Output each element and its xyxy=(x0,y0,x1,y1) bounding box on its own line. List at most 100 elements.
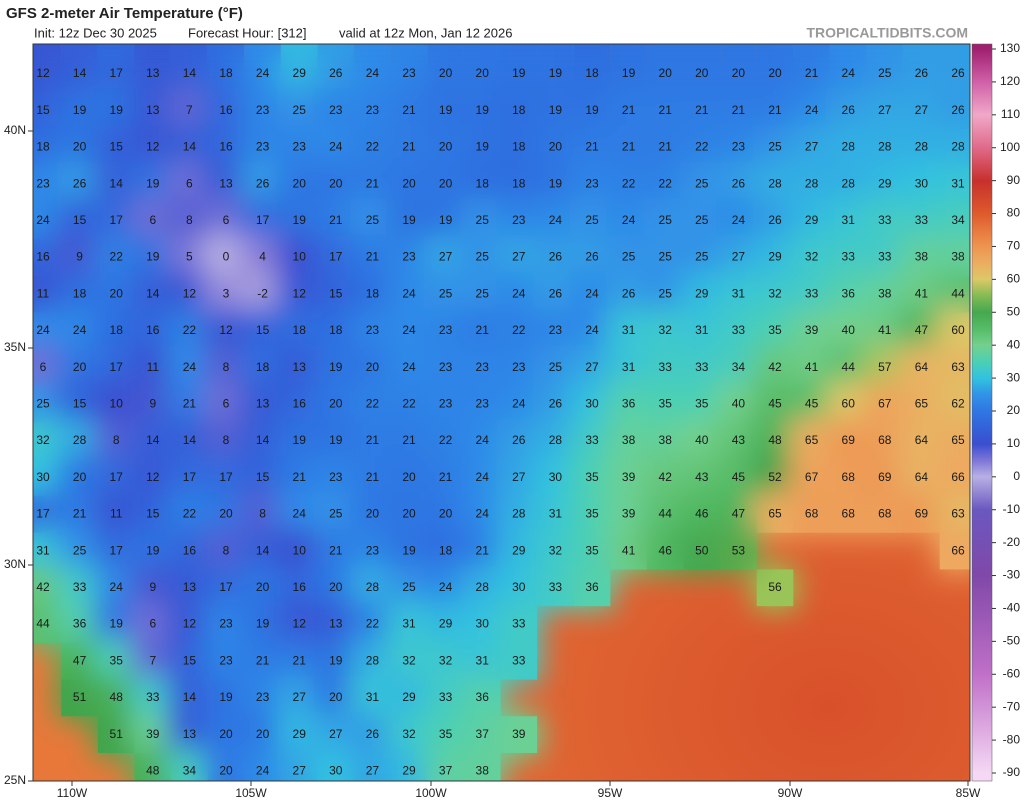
temperature-value: 22 xyxy=(402,396,416,410)
temperature-value: 20 xyxy=(256,727,270,741)
temperature-value: 23 xyxy=(439,360,453,374)
temperature-value: 12 xyxy=(146,140,160,154)
temperature-value: 19 xyxy=(110,103,124,117)
temperature-value: 26 xyxy=(842,103,856,117)
labels: 12 14 17 13 14 18 24 29 26 24 23 20 20 19 19 18 19 20 20 20… xyxy=(4,41,1020,800)
temperature-value: 19 xyxy=(329,360,343,374)
temperature-value: 19 xyxy=(110,617,124,631)
temperature-value: 29 xyxy=(439,617,453,631)
temperature-value: 33 xyxy=(146,690,160,704)
temperature-value: 34 xyxy=(951,213,965,227)
temperature-value: 22 xyxy=(183,507,197,521)
temperature-value: 19 xyxy=(476,140,490,154)
temperature-value: 36 xyxy=(622,396,636,410)
temperature-value: 39 xyxy=(622,507,636,521)
temperature-value: 25 xyxy=(585,213,599,227)
temperature-value: 45 xyxy=(732,470,746,484)
temperature-value: 32 xyxy=(805,250,819,264)
temperature-value: 16 xyxy=(36,250,50,264)
temperature-value: 19 xyxy=(549,176,563,190)
colorbar-label: 70 xyxy=(1007,239,1021,253)
longitude-label: 90W xyxy=(778,786,803,800)
temperature-value: 20 xyxy=(768,66,782,80)
temperature-value: 33 xyxy=(805,286,819,300)
temperature-value: 17 xyxy=(219,580,233,594)
temperature-value: 24 xyxy=(439,580,453,594)
temperature-value: 28 xyxy=(73,433,87,447)
temperature-value: 35 xyxy=(695,396,709,410)
temperature-value: 24 xyxy=(293,507,307,521)
temperature-value: 24 xyxy=(476,433,490,447)
temperature-value: 19 xyxy=(549,66,563,80)
temperature-value: 26 xyxy=(951,103,965,117)
temperature-value: 26 xyxy=(549,250,563,264)
temperature-value: 38 xyxy=(622,433,636,447)
temperature-value: 42 xyxy=(659,470,673,484)
temperature-cell-smooth xyxy=(935,528,970,574)
temperature-value: 68 xyxy=(878,433,892,447)
temperature-value: 65 xyxy=(768,507,782,521)
temperature-value: 13 xyxy=(219,176,233,190)
temperature-value: 8 xyxy=(113,433,120,447)
temperature-value: 38 xyxy=(476,763,490,777)
temperature-value: 31 xyxy=(732,286,746,300)
temperature-value: 6 xyxy=(149,617,156,631)
temperature-value: 24 xyxy=(402,360,416,374)
temperature-value: 18 xyxy=(219,66,233,80)
temperature-value: 26 xyxy=(951,66,965,80)
temperature-value: 23 xyxy=(732,140,746,154)
temperature-value: 19 xyxy=(219,690,233,704)
temperature-value: 19 xyxy=(293,213,307,227)
temperature-value: 28 xyxy=(366,580,380,594)
temperature-value: 21 xyxy=(183,396,197,410)
temperature-value: 28 xyxy=(915,140,929,154)
temperature-value: 60 xyxy=(951,323,965,337)
temperature-value: 27 xyxy=(293,763,307,777)
temperature-value: 18 xyxy=(110,323,124,337)
colorbar-label: 90 xyxy=(1007,173,1021,187)
temperature-value: 33 xyxy=(915,213,929,227)
temperature-value: 13 xyxy=(183,580,197,594)
temperature-value: 22 xyxy=(110,250,124,264)
temperature-value: 28 xyxy=(842,176,856,190)
temperature-value: 29 xyxy=(293,727,307,741)
temperature-value: 60 xyxy=(842,396,856,410)
temperature-value: 26 xyxy=(256,176,270,190)
colorbar-label: -80 xyxy=(1003,732,1021,746)
temperature-value: 13 xyxy=(146,66,160,80)
temperature-value: 21 xyxy=(476,323,490,337)
temperature-value: 24 xyxy=(256,763,270,777)
temperature-value: 20 xyxy=(293,176,307,190)
map-frame xyxy=(32,43,971,782)
temperature-value: 19 xyxy=(439,103,453,117)
temperature-value: 33 xyxy=(695,360,709,374)
colorbar-label: -40 xyxy=(1003,601,1021,615)
temperature-value: 14 xyxy=(183,140,197,154)
temperature-value: 23 xyxy=(476,360,490,374)
temperature-value: 47 xyxy=(73,653,87,667)
temperature-value: 50 xyxy=(695,543,709,557)
temperature-value: 22 xyxy=(695,140,709,154)
colorbar-label: -90 xyxy=(1003,765,1021,779)
temperature-value: 19 xyxy=(146,176,160,190)
temperature-value: 39 xyxy=(805,323,819,337)
temperature-value: 44 xyxy=(659,507,673,521)
temperature-value: 36 xyxy=(842,286,856,300)
temperature-value: 14 xyxy=(146,286,160,300)
temperature-value: 21 xyxy=(622,140,636,154)
colorbar-label: -50 xyxy=(1003,634,1021,648)
temperature-value: 48 xyxy=(110,690,124,704)
temperature-value: 22 xyxy=(366,140,380,154)
temperature-value: 28 xyxy=(512,507,526,521)
temperature-value: 17 xyxy=(110,470,124,484)
temperature-value: 15 xyxy=(329,286,343,300)
temperature-value: 63 xyxy=(951,507,965,521)
colorbar-label: -70 xyxy=(1003,699,1021,713)
temperature-value: 21 xyxy=(768,103,782,117)
temperature-value: 31 xyxy=(695,323,709,337)
temperature-value: 28 xyxy=(842,140,856,154)
temperature-value: 39 xyxy=(622,470,636,484)
temperature-value: 18 xyxy=(512,103,526,117)
temperature-value: 44 xyxy=(951,286,965,300)
temperature-value: 13 xyxy=(329,617,343,631)
